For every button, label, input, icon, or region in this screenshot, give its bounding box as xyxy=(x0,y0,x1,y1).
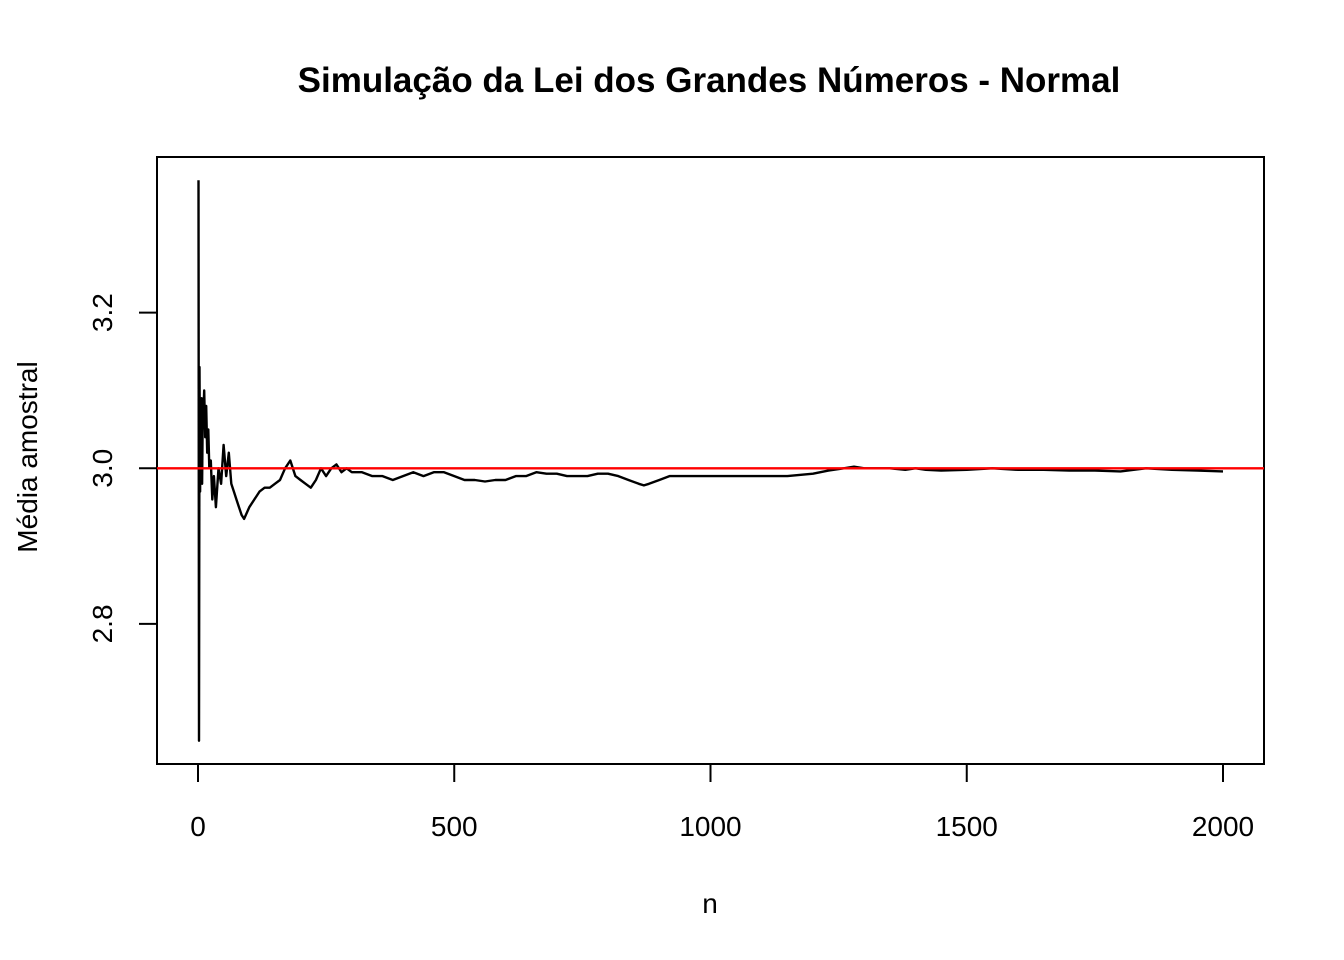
y-tick-label: 3.0 xyxy=(87,449,118,488)
y-axis-label: Média amostral xyxy=(12,361,43,552)
chart-title: Simulação da Lei dos Grandes Números - N… xyxy=(298,61,1121,100)
x-tick-label: 500 xyxy=(431,811,478,842)
x-tick-label: 2000 xyxy=(1192,811,1254,842)
plot-frame xyxy=(156,156,1265,765)
x-tick-label: 1500 xyxy=(936,811,998,842)
x-axis-label: n xyxy=(702,888,718,919)
y-tick-label: 3.2 xyxy=(87,293,118,332)
x-tick-label: 0 xyxy=(190,811,206,842)
x-axis: 0 500 1000 1500 2000 xyxy=(190,763,1254,842)
sample-mean-line xyxy=(197,180,1224,742)
y-tick-label: 2.8 xyxy=(87,604,118,643)
x-tick-label: 1000 xyxy=(679,811,741,842)
y-axis: 2.8 3.0 3.2 xyxy=(87,293,158,643)
plot-area xyxy=(157,180,1264,742)
